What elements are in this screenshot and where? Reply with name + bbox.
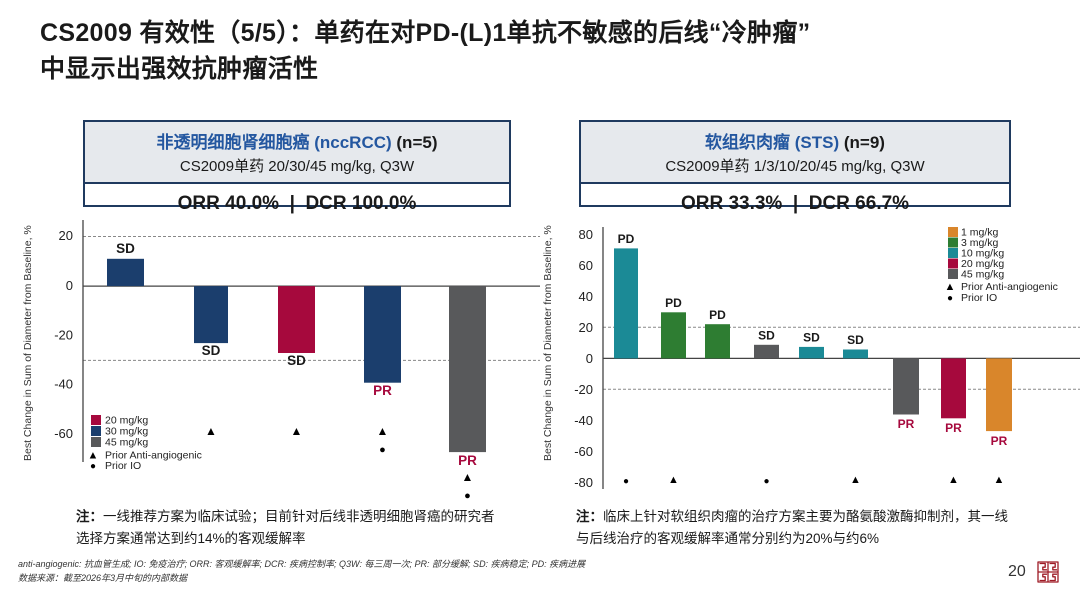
svg-text:PR: PR xyxy=(945,421,962,435)
svg-text:▲: ▲ xyxy=(850,474,861,486)
svg-text:-60: -60 xyxy=(54,426,73,441)
svg-text:SD: SD xyxy=(202,343,221,358)
svg-text:40: 40 xyxy=(579,289,593,304)
svg-text:-20: -20 xyxy=(574,382,593,397)
svg-text:0: 0 xyxy=(586,351,593,366)
svg-text:Prior IO: Prior IO xyxy=(105,460,141,472)
svg-text:●: ● xyxy=(379,444,386,456)
svg-text:20: 20 xyxy=(59,228,73,243)
svg-text:-80: -80 xyxy=(574,475,593,490)
svg-text:-40: -40 xyxy=(574,413,593,428)
svg-text:0: 0 xyxy=(66,278,73,293)
svg-text:PR: PR xyxy=(991,434,1008,448)
svg-text:▲: ▲ xyxy=(948,474,959,486)
svg-text:PD: PD xyxy=(618,232,635,246)
svg-text:SD: SD xyxy=(847,333,864,347)
svg-text:●: ● xyxy=(947,293,953,304)
svg-text:-60: -60 xyxy=(574,444,593,459)
svg-text:SD: SD xyxy=(803,331,820,345)
svg-text:PR: PR xyxy=(373,383,392,398)
svg-text:▲: ▲ xyxy=(945,281,956,293)
svg-text:▲: ▲ xyxy=(291,424,303,438)
svg-text:●: ● xyxy=(90,461,96,472)
svg-text:▲: ▲ xyxy=(462,470,474,484)
svg-text:●: ● xyxy=(623,476,629,487)
svg-text:SD: SD xyxy=(287,353,306,368)
svg-text:●: ● xyxy=(763,476,769,487)
svg-text:60: 60 xyxy=(579,258,593,273)
svg-text:▲: ▲ xyxy=(205,424,217,438)
svg-text:▲: ▲ xyxy=(377,424,389,438)
svg-text:●: ● xyxy=(464,490,471,502)
svg-text:-20: -20 xyxy=(54,327,73,342)
svg-text:▲: ▲ xyxy=(88,450,99,462)
svg-text:45 mg/kg: 45 mg/kg xyxy=(961,269,1004,281)
svg-text:Prior IO: Prior IO xyxy=(961,292,997,304)
svg-text:PD: PD xyxy=(665,296,682,310)
svg-text:-40: -40 xyxy=(54,377,73,392)
svg-text:45 mg/kg: 45 mg/kg xyxy=(105,437,148,449)
svg-text:PD: PD xyxy=(709,308,726,322)
svg-text:SD: SD xyxy=(116,241,135,256)
svg-text:PR: PR xyxy=(898,417,915,431)
svg-text:SD: SD xyxy=(758,329,775,343)
svg-text:PR: PR xyxy=(458,453,477,468)
svg-text:80: 80 xyxy=(579,227,593,242)
svg-text:20: 20 xyxy=(579,320,593,335)
svg-text:▲: ▲ xyxy=(668,474,679,486)
svg-text:▲: ▲ xyxy=(994,474,1005,486)
